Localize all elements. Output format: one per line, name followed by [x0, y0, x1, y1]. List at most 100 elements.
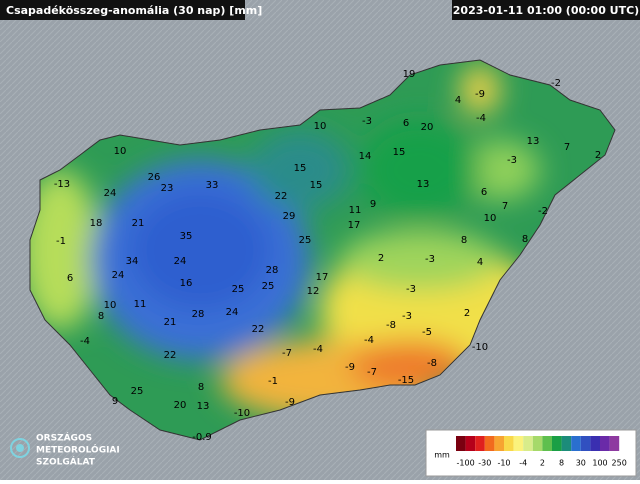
station-value: 21 — [164, 317, 177, 328]
station-value: 22 — [164, 350, 177, 361]
station-value: 22 — [275, 191, 288, 202]
station-value: -5 — [422, 327, 432, 338]
station-value: 17 — [348, 220, 361, 231]
legend-unit: mm — [434, 451, 450, 460]
title: Csapadékösszeg-anomália (30 nap) [mm] — [6, 4, 262, 17]
legend-swatch — [532, 436, 543, 451]
station-value: -4 — [476, 113, 486, 124]
legend-swatch — [504, 436, 514, 451]
station-value: 8 — [98, 311, 104, 322]
title-box — [0, 0, 245, 20]
station-value: 7 — [564, 142, 570, 153]
station-value: 11 — [349, 205, 362, 216]
station-value: 6 — [67, 273, 73, 284]
station-value: -7 — [282, 348, 292, 359]
legend-swatch — [561, 436, 572, 451]
station-value: 19 — [403, 69, 416, 80]
legend-swatch — [513, 436, 524, 451]
legend-swatch — [542, 436, 552, 451]
legend-label: -4 — [519, 459, 527, 468]
legend-label: 2 — [540, 459, 545, 468]
station-value: 13 — [197, 401, 210, 412]
station-value: -7 — [367, 367, 377, 378]
station-value: 8 — [198, 382, 204, 393]
station-value: 15 — [393, 147, 406, 158]
station-value: -3 — [507, 155, 517, 166]
legend-swatch — [494, 436, 504, 451]
station-value: 24 — [112, 270, 125, 281]
station-value: 25 — [299, 235, 312, 246]
station-value: 4 — [477, 257, 483, 268]
timestamp: 2023-01-11 01:00 (00:00 UTC) — [453, 4, 639, 17]
station-value: 23 — [161, 183, 174, 194]
station-value: -9 — [285, 397, 295, 408]
station-value: -1 — [268, 376, 278, 387]
legend-swatch — [456, 436, 466, 451]
station-value: 20 — [421, 122, 434, 133]
station-value: -2 — [551, 78, 561, 89]
station-value: -8 — [386, 320, 396, 331]
station-value: 34 — [126, 256, 139, 267]
station-value: 28 — [266, 265, 279, 276]
station-value: 2 — [378, 253, 384, 264]
station-value: -3 — [362, 116, 372, 127]
station-value: 9 — [370, 199, 376, 210]
station-value: 28 — [192, 309, 205, 320]
station-value: -13 — [54, 179, 70, 190]
station-value: 35 — [180, 231, 193, 242]
legend-label: 100 — [592, 459, 607, 468]
legend-swatch — [580, 436, 591, 451]
station-value: 33 — [206, 180, 219, 191]
station-value: 12 — [307, 286, 320, 297]
station-value: 25 — [262, 281, 275, 292]
station-value: -3 — [425, 254, 435, 265]
station-value: 11 — [134, 299, 147, 310]
station-value: -1 — [56, 236, 66, 247]
station-value: 29 — [283, 211, 296, 222]
station-value: -2 — [538, 206, 548, 217]
station-value: 22 — [252, 324, 265, 335]
legend: -100 -30 -10 -4 2 8 30 100 250 — [456, 436, 627, 468]
station-value: 9 — [112, 396, 118, 407]
station-value: -0.9 — [192, 432, 212, 443]
station-value: 2 — [595, 150, 601, 161]
station-value: 6 — [403, 118, 409, 129]
station-value: 15 — [294, 163, 307, 174]
legend-swatch — [590, 436, 600, 451]
station-value: -4 — [313, 344, 323, 355]
logo: ORSZÁGOS METEOROLÓGIAI SZOLGÁLAT — [10, 432, 120, 468]
station-value: -3 — [402, 311, 412, 322]
legend-swatch — [609, 436, 620, 451]
station-value: 10 — [114, 146, 127, 157]
legend-label: 8 — [559, 459, 564, 468]
station-value: 10 — [104, 300, 117, 311]
station-value: -4 — [364, 335, 374, 346]
station-value: 25 — [232, 284, 245, 295]
station-value: -15 — [398, 375, 414, 386]
station-value: 24 — [104, 188, 117, 199]
legend-swatch — [523, 436, 533, 451]
station-value: -10 — [472, 342, 488, 353]
station-value: -3 — [406, 284, 416, 295]
legend-swatch — [484, 436, 495, 451]
station-value: 26 — [148, 172, 161, 183]
station-value: 2 — [464, 308, 470, 319]
station-value: -4 — [80, 336, 90, 347]
station-value: 20 — [174, 400, 187, 411]
station-value: 6 — [481, 187, 487, 198]
station-value: 17 — [316, 272, 329, 283]
legend-label: 250 — [612, 459, 627, 468]
station-value: 24 — [226, 307, 239, 318]
station-value: 4 — [455, 95, 461, 106]
station-value: 8 — [522, 234, 528, 245]
station-value: 16 — [180, 278, 193, 289]
legend-label: -10 — [497, 459, 510, 468]
station-value: 10 — [484, 213, 497, 224]
station-value: 25 — [131, 386, 144, 397]
legend-label: 30 — [576, 459, 586, 468]
logo-line: METEOROLÓGIAI — [36, 444, 120, 456]
station-value: -8 — [427, 358, 437, 369]
station-value: 8 — [461, 235, 467, 246]
station-value: -9 — [475, 89, 485, 100]
